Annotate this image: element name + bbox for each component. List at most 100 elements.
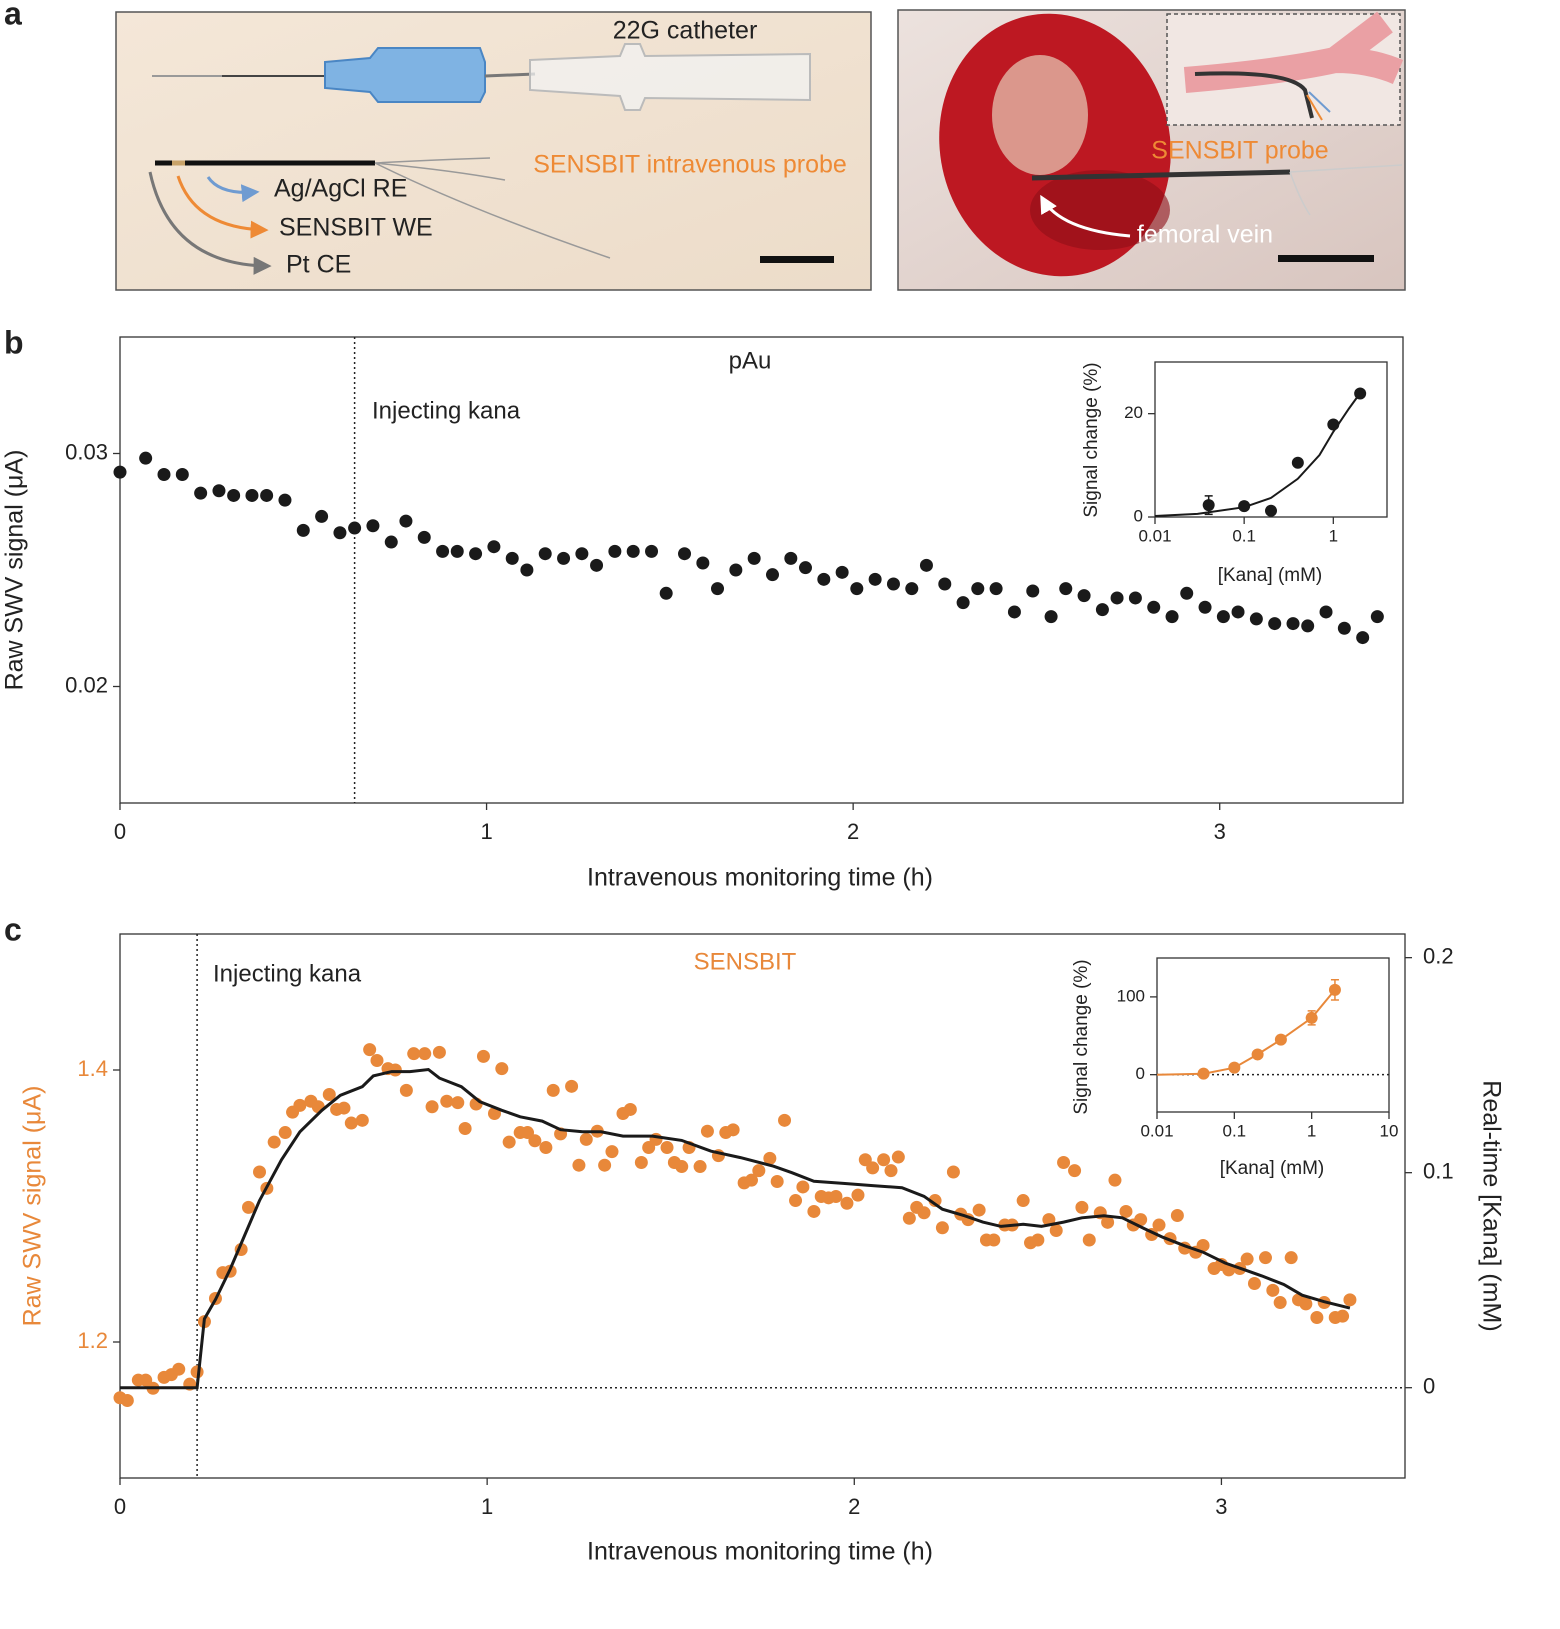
point <box>436 544 450 558</box>
photo-label: femoral vein <box>1137 221 1273 249</box>
point <box>1258 1251 1272 1265</box>
point <box>1249 612 1263 626</box>
point <box>605 1145 619 1159</box>
point <box>928 1194 942 1208</box>
point <box>440 1094 454 1108</box>
point <box>1082 1233 1096 1247</box>
point <box>891 1150 905 1164</box>
point <box>1370 610 1384 624</box>
y-tick-label: 0.02 <box>65 672 108 697</box>
line <box>1156 989 1336 1076</box>
point <box>1265 504 1277 517</box>
point <box>678 547 692 561</box>
point <box>293 1098 307 1112</box>
point <box>344 1116 358 1130</box>
point <box>1108 1173 1122 1187</box>
panel-label: a <box>4 0 22 31</box>
point <box>520 563 534 577</box>
point <box>660 1141 674 1155</box>
panel-label: b <box>4 324 24 360</box>
point <box>579 1132 593 1146</box>
y-axis-label: Raw SWV signal (μA) <box>1 450 29 691</box>
y-tick-label: 0 <box>1136 1064 1145 1083</box>
point <box>495 1062 509 1076</box>
point <box>850 582 864 596</box>
chart-title: pAu <box>729 347 772 374</box>
point <box>546 1083 560 1097</box>
catheter-hub <box>324 47 486 103</box>
inset-re <box>1308 91 1331 113</box>
y-tick-label: 1.2 <box>77 1328 108 1353</box>
x-tick-label: 2 <box>848 1494 860 1519</box>
point <box>1251 1048 1264 1061</box>
point <box>1026 584 1040 598</box>
point <box>370 1053 384 1067</box>
catheter-body <box>529 43 811 111</box>
point <box>1268 617 1282 631</box>
point <box>877 1153 891 1167</box>
x-tick-label: 1 <box>1307 1121 1316 1140</box>
x-tick-label: 3 <box>1214 819 1226 844</box>
point <box>1327 418 1340 431</box>
point <box>868 572 882 586</box>
probe <box>1031 169 1291 181</box>
scale-bar <box>1278 255 1374 262</box>
probe-wires <box>1289 164 1403 216</box>
point <box>1319 605 1333 619</box>
point <box>1228 1061 1241 1074</box>
y2-tick-label: 0.2 <box>1423 943 1454 968</box>
point <box>502 1135 516 1149</box>
point <box>817 572 831 586</box>
photo-label: 22G catheter <box>613 17 758 45</box>
point <box>194 486 208 500</box>
point <box>267 1135 281 1149</box>
point <box>505 551 519 565</box>
photo-vein: SENSBIT probe femoral vein <box>897 9 1406 291</box>
point <box>700 1124 714 1138</box>
point <box>956 596 970 610</box>
point <box>539 1141 553 1155</box>
panel-label: c <box>4 911 22 947</box>
point <box>1328 983 1341 996</box>
point <box>175 467 189 481</box>
point <box>886 577 900 591</box>
point <box>1147 600 1161 614</box>
x-axis-label: [Kana] (mM) <box>1218 565 1323 586</box>
point <box>1095 603 1109 617</box>
photo-label: SENSBIT probe <box>1151 137 1328 165</box>
point <box>1305 1011 1318 1024</box>
photo-probe: 22G catheter SENSBIT intravenous probe A… <box>115 11 872 291</box>
inset-we <box>1306 94 1323 121</box>
point <box>1336 1309 1350 1323</box>
x-tick-label: 0.1 <box>1232 526 1256 545</box>
point <box>278 493 292 507</box>
point <box>113 465 127 479</box>
arrow-vein <box>1040 194 1131 238</box>
photo-label: SENSBIT WE <box>279 214 433 242</box>
point <box>572 1158 586 1172</box>
point <box>418 1047 432 1061</box>
plot-frame <box>119 933 1406 1479</box>
point <box>1057 1155 1071 1169</box>
point <box>829 1189 843 1203</box>
point <box>260 488 274 502</box>
point <box>399 514 413 528</box>
arrow-ce <box>148 171 272 275</box>
y-tick-label: 1.4 <box>77 1056 108 1081</box>
point <box>1075 1200 1089 1214</box>
x-tick-label: 0.01 <box>1138 526 1171 545</box>
point <box>1343 1293 1357 1307</box>
y2-tick-label: 0 <box>1423 1374 1435 1399</box>
point <box>1059 582 1073 596</box>
point <box>902 1211 916 1225</box>
y-tick-label: 0 <box>1134 506 1143 525</box>
line <box>120 1067 1351 1390</box>
point <box>623 1102 637 1116</box>
point <box>1284 1251 1298 1265</box>
point <box>366 519 380 533</box>
arrow-re <box>206 176 260 203</box>
vessel <box>1183 11 1404 93</box>
point <box>1016 1194 1030 1208</box>
point <box>1180 586 1194 600</box>
